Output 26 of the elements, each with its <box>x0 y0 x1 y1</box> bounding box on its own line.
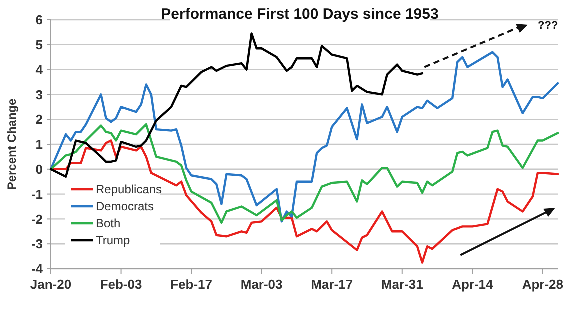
y-tick-label: -2 <box>31 212 43 227</box>
y-tick-label: -1 <box>31 186 43 202</box>
legend-label: Republicans <box>96 182 162 197</box>
y-tick-label: 3 <box>36 87 43 102</box>
x-tick-label: Apr-28 <box>522 277 564 292</box>
x-tick-label: Feb-17 <box>170 277 213 292</box>
legend-label: Trump <box>96 234 131 248</box>
x-tick-label: Feb-03 <box>100 277 142 292</box>
x-tick-label: Jan-20 <box>30 277 72 292</box>
y-tick-label: 6 <box>36 12 43 28</box>
x-tick-label: Mar-31 <box>381 277 424 292</box>
legend-label: Both <box>96 216 121 231</box>
annotation: ??? <box>538 20 558 32</box>
x-tick-label: Mar-03 <box>240 277 283 292</box>
y-tick-label: 4 <box>36 62 44 78</box>
y-tick-label: 2 <box>36 112 43 128</box>
y-tick-label: -4 <box>31 262 44 277</box>
y-tick-label: -3 <box>31 236 43 252</box>
y-tick-label: 5 <box>36 37 43 52</box>
y-tick-label: 1 <box>36 137 43 152</box>
chart-title: Performance First 100 Days since 1953 <box>161 6 439 23</box>
y-tick-label: 0 <box>36 162 43 177</box>
legend-label: Democrats <box>96 200 154 214</box>
y-axis-title: Percent Change <box>5 98 19 190</box>
x-tick-label: Mar-17 <box>311 277 354 292</box>
x-tick-label: Apr-14 <box>452 277 494 292</box>
